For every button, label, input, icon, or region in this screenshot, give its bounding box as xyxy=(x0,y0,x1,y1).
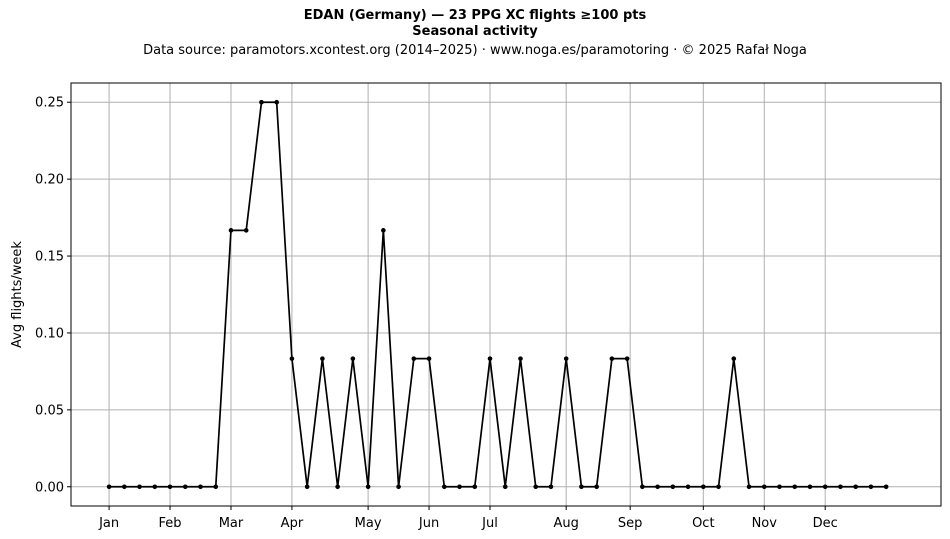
data-point xyxy=(822,484,828,490)
y-tick-label: 0.05 xyxy=(35,403,64,418)
data-point xyxy=(701,484,706,490)
data-point xyxy=(548,484,554,490)
x-tick-label: Apr xyxy=(281,516,304,531)
x-tick-label: Jul xyxy=(481,516,498,531)
data-point xyxy=(350,356,356,361)
x-tick-label: Dec xyxy=(813,516,838,531)
series-line xyxy=(109,101,887,488)
y-tick-label: 0.00 xyxy=(35,480,64,495)
data-point xyxy=(777,484,782,490)
x-tick-label: Oct xyxy=(692,516,714,531)
data-point xyxy=(853,484,858,490)
x-tick-label: May xyxy=(355,516,382,531)
data-point xyxy=(563,356,569,361)
x-tick-label: Mar xyxy=(219,516,244,531)
data-point xyxy=(807,484,813,490)
data-point xyxy=(411,356,417,361)
data-point xyxy=(731,356,737,361)
data-point xyxy=(868,484,874,490)
data-point xyxy=(259,99,264,105)
y-tick-label: 0.25 xyxy=(35,96,64,111)
data-point xyxy=(746,484,752,490)
data-point xyxy=(579,484,584,490)
x-tick-label: Sep xyxy=(618,516,643,531)
data-point xyxy=(365,484,371,490)
data-point xyxy=(396,484,401,490)
data-point xyxy=(304,484,310,490)
data-point xyxy=(487,356,493,361)
data-point xyxy=(883,484,889,490)
data-point xyxy=(274,99,279,105)
data-point xyxy=(609,356,615,361)
data-point xyxy=(213,484,219,490)
data-point xyxy=(655,484,660,490)
data-point xyxy=(320,356,325,361)
data-point xyxy=(457,484,462,490)
x-tick-label: Aug xyxy=(553,516,578,531)
data-point xyxy=(518,356,523,361)
data-point xyxy=(335,484,340,490)
chart-subtitle: Seasonal activity xyxy=(412,24,538,39)
series-layer xyxy=(106,99,889,490)
x-tick-label: Jan xyxy=(98,516,119,531)
data-point xyxy=(502,484,508,490)
data-point xyxy=(198,484,203,490)
data-point xyxy=(792,484,798,490)
grid-lines xyxy=(71,83,941,506)
data-point xyxy=(122,484,127,490)
data-point xyxy=(716,484,721,490)
data-point xyxy=(472,484,478,490)
y-tick-label: 0.20 xyxy=(35,173,64,188)
data-point xyxy=(624,356,630,361)
data-point xyxy=(228,228,234,233)
x-tick-label: Jun xyxy=(418,516,439,531)
data-point xyxy=(243,228,249,233)
data-point xyxy=(426,356,432,361)
data-point xyxy=(670,484,676,490)
data-point xyxy=(381,228,386,233)
y-tick-label: 0.15 xyxy=(35,250,64,265)
data-point xyxy=(533,484,539,490)
data-point xyxy=(137,484,142,490)
data-point xyxy=(441,484,447,490)
data-point xyxy=(838,484,843,490)
x-tick-label: Feb xyxy=(159,516,182,531)
data-point xyxy=(152,484,158,490)
data-point xyxy=(640,484,645,490)
data-point xyxy=(289,356,295,361)
y-axis-label: Avg flights/week xyxy=(10,241,25,348)
y-tick-label: 0.10 xyxy=(35,326,64,341)
data-point xyxy=(106,484,112,490)
data-point xyxy=(167,484,173,490)
data-point xyxy=(685,484,691,490)
data-point xyxy=(594,484,599,490)
data-point xyxy=(761,484,767,490)
data-point xyxy=(182,484,188,490)
x-tick-label: Nov xyxy=(752,516,778,531)
chart-source-note: Data source: paramotors.xcontest.org (20… xyxy=(143,43,807,58)
chart-title: EDAN (Germany) — 23 PPG XC flights ≥100 … xyxy=(303,8,647,23)
axis-ticks: Jan Feb Mar Apr May Jun Jul Aug Sep Oct Nov Dec 0.00… xyxy=(35,96,838,531)
plot-frame xyxy=(70,82,942,507)
